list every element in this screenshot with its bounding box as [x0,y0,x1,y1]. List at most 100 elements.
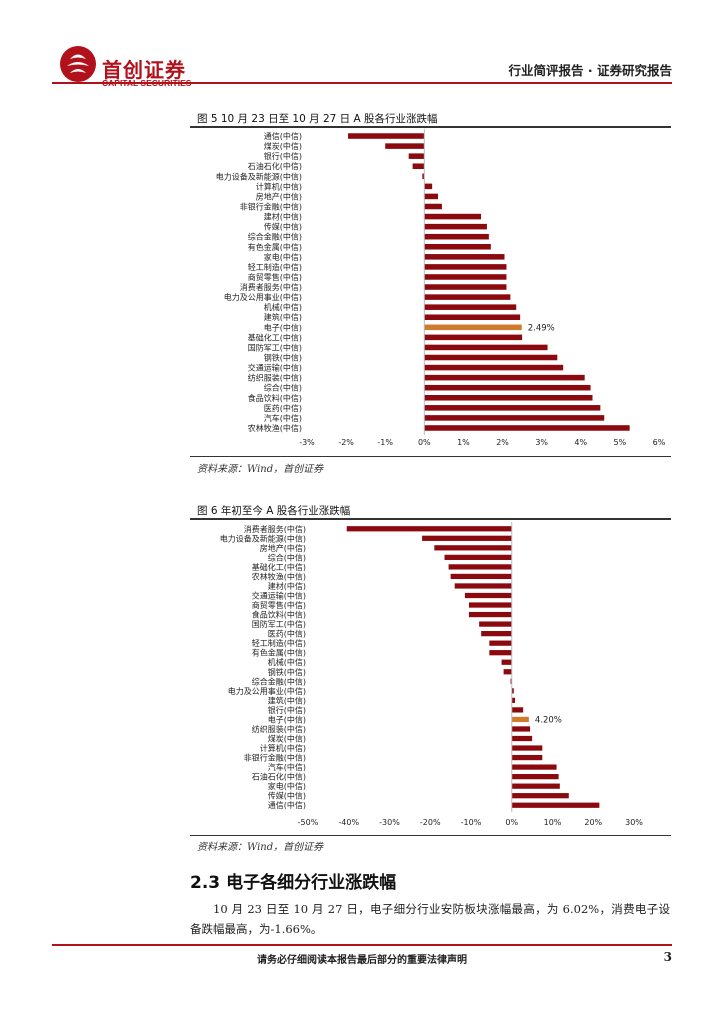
category-label: 房地产(中信) [256,191,302,201]
category-label: 家电(中信) [264,252,302,262]
figure-6-chart: 消费者服务(中信)电力设备及新能源(中信)房地产(中信)综合(中信)基础化工(中… [220,522,643,827]
category-label: 综合金融(中信) [252,676,306,686]
category-label: 建筑(中信) [264,312,302,322]
section-title: 电子各细分行业涨跌幅 [226,873,397,893]
x-tick-label: 5% [614,438,627,447]
body-paragraph: 10 月 23 日至 10 月 27 日，电子细分行业安防板块涨幅最高，为 6.… [190,902,670,936]
bar [511,745,543,751]
category-label: 纺织服装(中信) [248,373,302,383]
page-number: 3 [663,950,672,964]
bar [511,735,533,742]
bar [408,153,425,159]
bar [481,631,512,637]
category-label: 家电(中信) [268,781,306,791]
bar [424,274,507,280]
bar [464,592,512,599]
category-label: 轻工制造(中信) [252,638,306,648]
bar [348,133,425,139]
category-label: 银行(中信) [264,151,302,161]
bar [424,203,442,210]
x-tick-label: -40% [338,818,359,827]
category-label: 钢铁(中信) [268,667,306,677]
category-label: 计算机(中信) [260,743,306,753]
x-tick-label: 20% [584,818,602,827]
bar [422,173,425,180]
category-label: 通信(中信) [264,131,302,141]
category-label: 房地产(中信) [260,543,306,553]
bar [424,324,522,331]
bar [424,374,585,381]
section-number: 2.3 [190,873,221,893]
figure-5-title: 图 5 10 月 23 日至 10 月 27 日 A 股各行业涨跌幅 [197,113,438,125]
figure-5-chart: 通信(中信)煤炭(中信)银行(中信)石油石化(中信)电力设备及新能源(中信)计算… [216,129,666,447]
category-label: 银行(中信) [268,705,306,715]
figure-5-source: 资料来源：Wind，首创证券 [197,464,324,475]
category-label: 计算机(中信) [256,181,302,191]
category-label: 消费者服务(中信) [240,282,302,292]
category-label: 机械(中信) [264,302,302,312]
x-tick-label: 3% [535,438,548,447]
section-heading: 2.3 电子各细分行业涨跌幅 [190,868,396,893]
x-tick-label: -50% [298,818,319,827]
bar [479,621,512,627]
category-label: 有色金属(中信) [252,648,306,658]
category-label: 电子(中信) [264,322,302,332]
bar [424,314,521,321]
category-label: 建材(中信) [268,581,306,591]
figure-6-bottom-rule [190,835,671,836]
bar [468,611,512,618]
bar [424,213,482,220]
category-label: 传媒(中信) [264,222,302,232]
logo-name: 首创证券 [102,58,186,82]
category-label: 电力及公用事业(中信) [228,686,306,696]
x-tick-label: -2% [338,438,354,447]
bar [424,304,517,310]
bar [424,364,564,371]
x-tick-label: 1% [457,438,470,447]
bar [424,384,591,391]
bar [511,802,600,808]
bar [424,394,593,401]
bar [454,583,512,589]
bar [424,243,491,250]
category-label: 通信(中信) [268,800,306,810]
category-label: 电力设备及新能源(中信) [216,171,302,181]
category-label: 轻工制造(中信) [248,262,302,272]
figure-6-top-rule [190,518,671,520]
category-label: 有色金属(中信) [248,242,302,252]
category-label: 钢铁(中信) [264,353,302,363]
bar [424,405,601,411]
bar [511,793,569,799]
x-tick-label: 6% [653,438,666,447]
bar [511,783,560,789]
logo-mark-icon [60,46,96,82]
category-label: 国防军工(中信) [252,619,306,629]
category-label: 石油石化(中信) [252,772,306,782]
bar [511,688,514,694]
bar [444,554,512,560]
bar [424,334,523,341]
footer-divider [52,944,672,946]
category-label: 交通运输(中信) [252,591,306,601]
category-label: 农林牧渔(中信) [252,571,306,581]
bar [503,669,512,675]
category-label: 汽车(中信) [264,413,302,423]
figure-5-top-rule [190,126,671,128]
legal-disclaimer: 请务必仔细阅读本报告最后部分的重要法律声明 [257,955,467,966]
category-label: 石油石化(中信) [248,161,302,171]
category-label: 综合(中信) [268,552,306,562]
category-label: 基础化工(中信) [248,332,302,342]
bar [424,223,487,230]
bar [424,183,433,190]
bar [424,344,548,351]
x-tick-label: -30% [379,818,400,827]
category-label: 综合金融(中信) [248,232,302,242]
company-logo: 首创证券 CAPITAL SECURITIES [58,44,208,94]
x-tick-label: 30% [625,818,643,827]
figure-5-bottom-rule [190,456,671,457]
category-label: 医药(中信) [264,403,302,413]
bar [511,774,559,780]
category-label: 煤炭(中信) [268,734,306,744]
bar [424,425,630,431]
category-label: 电力设备及新能源(中信) [220,533,306,543]
